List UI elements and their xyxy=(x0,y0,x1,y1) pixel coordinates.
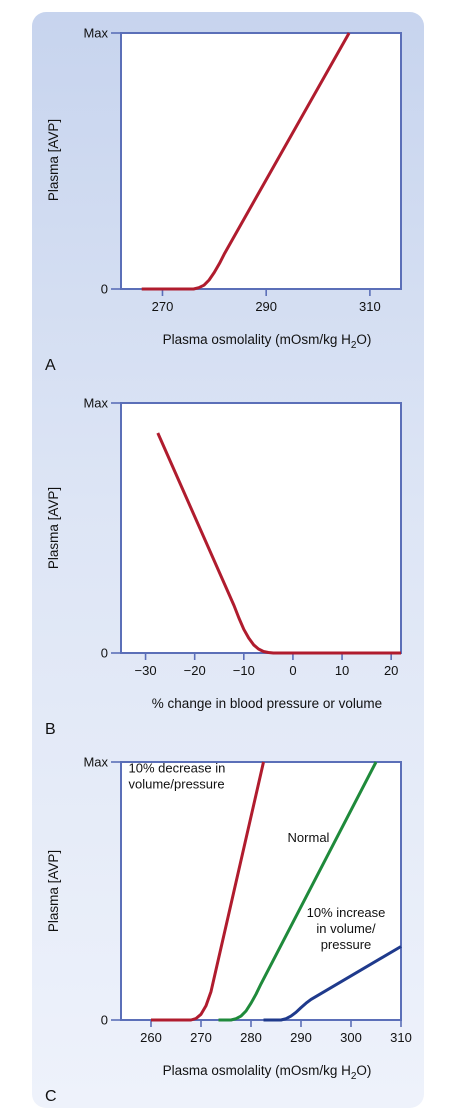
x-tick-label: 270 xyxy=(152,299,174,314)
x-axis-label: Plasma osmolality (mOsm/kg H2O) xyxy=(163,1063,372,1082)
annotation-line: volume/pressure xyxy=(129,776,225,791)
x-tick-label: 290 xyxy=(290,1030,312,1045)
y-tick-label-max: Max xyxy=(83,755,108,770)
x-axis-label-main: % change in blood pressure or volume xyxy=(152,696,382,711)
x-tick-label: 10 xyxy=(335,663,349,678)
x-tick-label: −30 xyxy=(135,663,157,678)
y-tick-label-max: Max xyxy=(83,26,108,41)
series-line-3 xyxy=(263,945,402,1022)
x-tick-label: 280 xyxy=(240,1030,262,1045)
annotation-line: pressure xyxy=(321,937,372,952)
panel-letter: A xyxy=(45,357,56,374)
x-tick-label: 20 xyxy=(384,663,398,678)
x-axis-label-subscript: 2 xyxy=(351,340,357,351)
x-tick-label: 300 xyxy=(340,1030,362,1045)
panel-letter: C xyxy=(45,1088,57,1105)
x-axis-label: Plasma osmolality (mOsm/kg H2O) xyxy=(163,332,372,351)
plot-area-frame xyxy=(120,402,402,654)
series-line-1 xyxy=(156,432,401,655)
y-tick-label-zero: 0 xyxy=(101,1013,108,1028)
x-axis-label: % change in blood pressure or volume xyxy=(152,696,382,711)
annotation-line: in volume/ xyxy=(316,921,376,936)
y-axis-label: Plasma [AVP] xyxy=(46,119,61,201)
chart-panel-a: Max 0 270 290 310 Plasma [AVP] Plasma osmolali… xyxy=(45,26,402,374)
x-axis-label-tail: O) xyxy=(356,332,371,347)
annotation-line: 10% decrease in xyxy=(129,760,226,775)
series-line-2 xyxy=(218,761,378,1022)
plot-area-frame xyxy=(120,32,402,290)
chart-panel-b: Max 0 −30 −20 −10 0 10 20 Plasma [AVP] % change i… xyxy=(45,396,402,738)
y-tick-label-max: Max xyxy=(83,396,108,411)
x-tick-label: 310 xyxy=(359,299,381,314)
annotation-label: 10% decrease in volume/pressure xyxy=(129,760,226,791)
annotation-line: 10% increase xyxy=(307,905,386,920)
x-tick-label: 270 xyxy=(190,1030,212,1045)
annotation-line: Normal xyxy=(288,830,330,845)
y-axis-label: Plasma [AVP] xyxy=(46,487,61,569)
x-axis-label-tail: O) xyxy=(356,1063,371,1078)
series-line-1 xyxy=(151,761,265,1022)
x-tick-label: 260 xyxy=(140,1030,162,1045)
series-line-1 xyxy=(141,32,351,291)
x-axis-label-main: Plasma osmolality (mOsm/kg H xyxy=(163,1063,351,1078)
x-axis-label-main: Plasma osmolality (mOsm/kg H xyxy=(163,332,351,347)
x-tick-label: 310 xyxy=(390,1030,412,1045)
chart-panel-c: Max 0 260 270 280 290 300 310 Plasma [AVP] Plasma… xyxy=(45,755,412,1106)
x-axis-label-subscript: 2 xyxy=(351,1071,357,1082)
panel-letter: B xyxy=(45,721,56,738)
y-tick-label-zero: 0 xyxy=(101,646,108,661)
x-tick-label: −20 xyxy=(184,663,206,678)
annotation-label: Normal xyxy=(288,830,330,845)
x-tick-label: 290 xyxy=(255,299,277,314)
x-tick-label: 0 xyxy=(289,663,296,678)
y-tick-label-zero: 0 xyxy=(101,282,108,297)
y-axis-label: Plasma [AVP] xyxy=(46,850,61,932)
x-tick-label: −10 xyxy=(233,663,255,678)
annotation-label: 10% increase in volume/pressure xyxy=(307,905,386,952)
